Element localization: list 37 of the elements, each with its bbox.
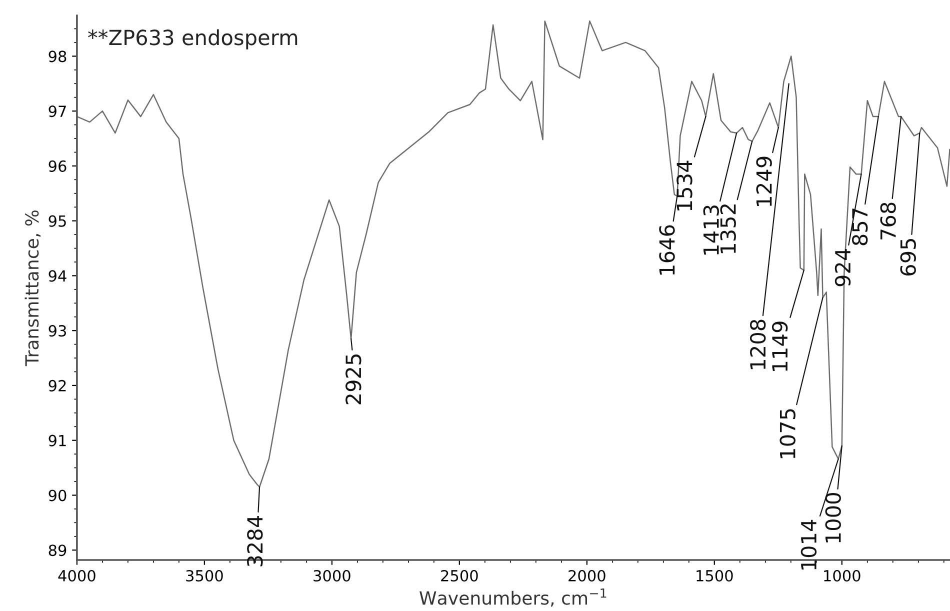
y-tick-label: 91 — [48, 434, 66, 446]
y-tick-label: 93 — [48, 325, 66, 337]
annotation: 1000 — [825, 493, 841, 542]
annotation: 695 — [900, 239, 916, 276]
y-axis-title: Transmittance, % — [24, 210, 41, 366]
x-tick-label: 2000 — [568, 570, 606, 582]
y-tick-label: 97 — [48, 106, 66, 118]
annotation: 1352 — [720, 204, 736, 254]
annotation: 1534 — [676, 160, 692, 210]
annotation: 768 — [880, 202, 896, 240]
annotation: 1014 — [800, 520, 817, 570]
annotation: 3284 — [247, 516, 263, 566]
x-axis-title: Wavenumbers, cm$^{−1}$ — [420, 588, 606, 607]
annotation: 1149 — [772, 322, 788, 371]
y-tick-label: 96 — [48, 160, 66, 172]
annotation: 1075 — [780, 409, 796, 458]
x-tick-label: 1500 — [696, 570, 733, 582]
y-tick-label: 90 — [48, 490, 66, 502]
annotation: 924 — [834, 248, 851, 286]
annotation: 1208 — [750, 320, 766, 370]
y-tick-label: 89 — [48, 544, 66, 556]
x-tick-label: 3500 — [186, 570, 223, 582]
x-tick-label: 1000 — [824, 570, 860, 582]
y-tick-label: 94 — [48, 270, 66, 282]
annotation: 1413 — [703, 206, 720, 255]
y-tick-label: 95 — [48, 215, 66, 227]
x-tick-label: 3000 — [314, 570, 350, 582]
y-tick-label: 92 — [48, 380, 66, 392]
x-tick-label: 4000 — [58, 570, 96, 582]
line-series — [76, 20, 950, 488]
annotation: 2925 — [346, 354, 362, 404]
annotation: 1249 — [756, 156, 772, 206]
annotation: 1646 — [659, 225, 675, 275]
x-tick-label: 2500 — [441, 570, 478, 582]
text: **ZP633 endosperm — [88, 29, 298, 50]
annotation: 857 — [852, 208, 868, 246]
y-tick-label: 98 — [48, 50, 66, 62]
